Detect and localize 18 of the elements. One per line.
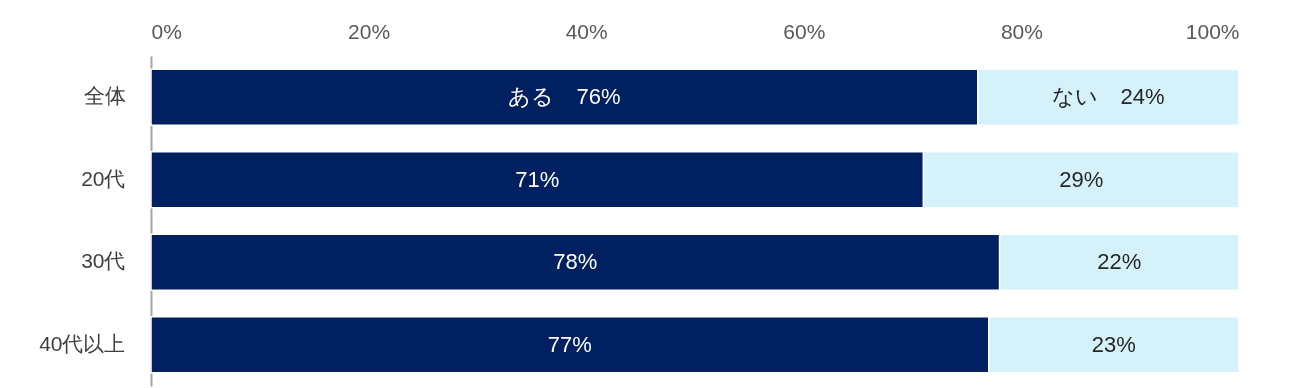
x-tick-label: 40% (565, 19, 608, 43)
y-tick-label: 20代 (81, 166, 126, 190)
x-tick-label: 0% (151, 19, 182, 43)
x-tick-label: 20% (348, 19, 391, 43)
data-label: ある 76% (508, 84, 621, 110)
x-tick-label: 60% (783, 19, 826, 43)
data-label: 29% (1059, 166, 1104, 192)
y-tick-label: 40代以上 (39, 331, 126, 355)
data-label: 78% (553, 249, 598, 275)
y-tick-label: 全体 (83, 84, 126, 108)
data-label: 71% (515, 166, 560, 192)
data-label: ない 24% (1052, 84, 1165, 110)
data-label: 22% (1097, 249, 1142, 275)
x-tick-label: 100% (1185, 19, 1240, 43)
x-tick-label: 80% (1000, 19, 1043, 43)
data-label: 23% (1091, 331, 1136, 357)
data-label: 77% (547, 331, 592, 357)
y-tick-label: 30代 (81, 249, 126, 273)
